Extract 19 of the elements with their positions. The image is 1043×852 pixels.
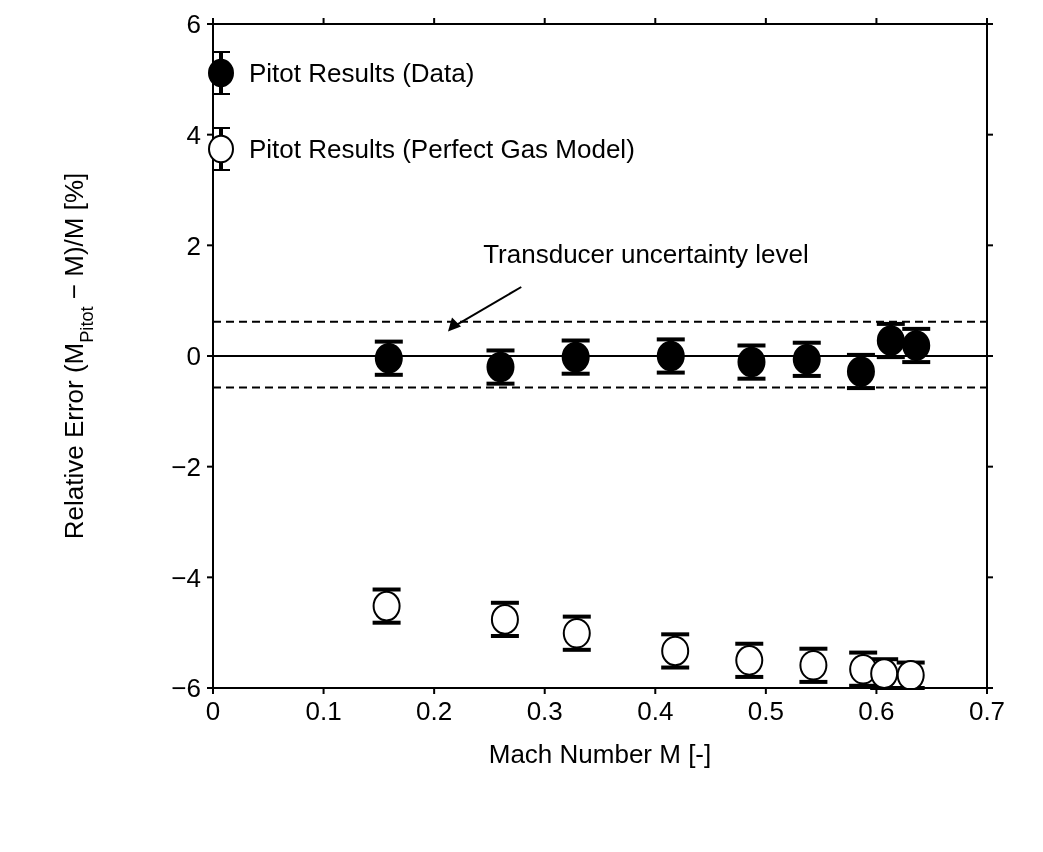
x-tick-label: 0 — [205, 696, 221, 727]
legend-label: Pitot Results (Data) — [249, 57, 475, 89]
x-tick-label: 0.3 — [526, 696, 563, 727]
y-tick-label: 6 — [186, 9, 201, 40]
y-tick-label: −6 — [171, 673, 201, 704]
x-tick-label: 0.1 — [305, 696, 342, 727]
x-tick-label: 0.5 — [747, 696, 784, 727]
x-axis-title: Mach Number M [-] — [488, 739, 712, 769]
y-tick-label: 0 — [186, 341, 201, 372]
y-tick-label: −4 — [171, 562, 201, 593]
y-tick-label: 2 — [186, 230, 201, 261]
annotation: Transducer uncertainty level — [482, 238, 810, 270]
x-tick-label: 0.4 — [637, 696, 674, 727]
legend-label: Pitot Results (Perfect Gas Model) — [249, 133, 635, 165]
y-tick-label: 4 — [186, 119, 201, 150]
x-tick-label: 0.6 — [858, 696, 895, 727]
y-tick-label: −2 — [171, 451, 201, 482]
x-tick-label: 0.2 — [416, 696, 453, 727]
x-tick-label: 0.7 — [968, 696, 1006, 727]
